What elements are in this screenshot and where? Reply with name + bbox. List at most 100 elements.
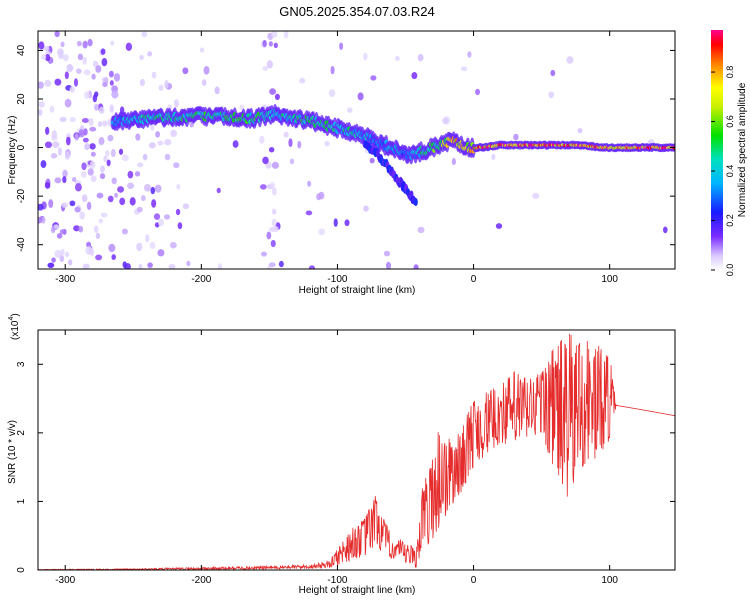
snr-y-tick-label: 3 (16, 361, 27, 367)
spectrogram-noise-cell (150, 124, 155, 131)
spectrogram-noise-cell (42, 46, 50, 52)
snr-x-tick-label: -200 (191, 575, 211, 586)
spectrogram-noise-cell (40, 160, 47, 169)
spectrogram-noise-cell (101, 120, 108, 127)
spectrogram-noise-cell (214, 86, 220, 95)
spectrogram-noise-cell (59, 116, 67, 123)
spectrogram-noise-cell (186, 260, 191, 267)
spectrogram-noise-cell (271, 31, 278, 38)
spectrogram-noise-cell (54, 31, 60, 38)
spectrogram-noise-cell (136, 242, 143, 252)
spectrogram-noise-cell (84, 143, 90, 151)
spectrogram-noise-cell (158, 218, 164, 227)
spectrogram-noise-cell (577, 128, 583, 134)
spectrogram-noise-cell (451, 157, 456, 166)
spectrogram-noise-cell (324, 141, 330, 147)
spectrogram-noise-cell (74, 133, 79, 141)
spectrogram-noise-cell (272, 225, 279, 233)
colorbar-ticks: 0.0 0.2 0.4 0.6 0.8 (711, 66, 735, 276)
spectrogram-noise-cell (460, 66, 468, 72)
spectrogram-noise-cell (141, 31, 148, 38)
spectrogram-noise-cell (91, 73, 96, 80)
spectrogram-noise-cell (318, 228, 326, 236)
spectrogram-noise-cell (289, 158, 295, 165)
spectrogram-noise-cell (411, 72, 418, 80)
spectrogram-noise-cell (201, 79, 207, 87)
spectrogram-noise-cell (47, 262, 55, 268)
spectrogram-noise-cell (109, 104, 114, 113)
svg-text:(x104): (x104) (8, 313, 21, 340)
spectrogram-x-tick-label: -300 (55, 274, 75, 285)
snr-y-axis-label: SNR (10 * v/v) (7, 420, 18, 484)
spectrogram-noise-cell (151, 199, 157, 208)
spectrogram-noise-cell (87, 168, 94, 176)
spectrogram-noise-cell (49, 105, 55, 113)
spectrogram-noise-cell (175, 208, 181, 216)
spectrogram-noise-cell (139, 78, 145, 87)
spectrogram-noise-cell (77, 53, 84, 61)
spectrogram-noise-cell (127, 170, 134, 179)
spectrogram-noise-cell (164, 79, 169, 89)
spectrogram-noise-cell (83, 128, 88, 136)
spectrogram-noise-cell (357, 92, 364, 101)
spectrogram-noise-cell (57, 48, 64, 56)
spectrogram-noise-cell (168, 263, 176, 269)
spectrogram-noise-cell (239, 104, 245, 110)
spectrogram-noise-cell (170, 129, 177, 138)
spectrogram-noise-cell (88, 117, 94, 126)
spectrogram-noise-cell (154, 184, 162, 193)
spectrogram-noise-cell (271, 161, 279, 169)
spectrogram-x-tick-label: 100 (601, 274, 618, 285)
spectrogram-noise-cell (66, 63, 74, 73)
spectrogram-noise-cell (64, 151, 70, 160)
spectrogram-noise-cell (149, 241, 156, 249)
spectrogram-noise-cell (142, 153, 148, 161)
spectrogram-noise-cell (121, 228, 128, 235)
spectrogram-noise-cell (495, 223, 503, 229)
spectrogram-noise-cell (385, 261, 392, 269)
spectrogram-noise-cell (61, 202, 69, 208)
spectrogram-noise-cell (110, 40, 115, 46)
spectrogram-noise-cell (106, 159, 111, 167)
spectrogram-noise-cell (98, 137, 105, 146)
spectrogram-noise-cell (413, 264, 419, 269)
spectrogram-noise-cell (548, 91, 555, 99)
spectrogram-noise-cell (74, 206, 81, 213)
spectrogram-noise-cell (71, 177, 77, 183)
spectrogram-noise-cell (64, 251, 70, 258)
spectrogram-noise-cell (316, 193, 322, 201)
spectrogram-noise-cell (145, 234, 150, 243)
spectrogram-noise-cell (38, 41, 45, 50)
spectrogram-noise-cell (136, 206, 143, 213)
spectrogram-noise-cell (56, 232, 63, 239)
spectrogram-noise-cell (78, 129, 84, 136)
spectrogram-noise-cell (305, 210, 313, 216)
spectrogram-noise-cell (50, 153, 58, 159)
spectrogram-noise-cell (118, 148, 124, 155)
spectrogram-noise-cell (111, 177, 117, 185)
spectrogram-noise-cell (96, 192, 104, 199)
spectrogram-noise-cell (662, 226, 668, 234)
spectrogram-noise-cell (54, 177, 62, 184)
spectrogram-noise-cell (113, 73, 121, 82)
spectrogram-noise-cell (216, 187, 221, 194)
spectrogram-noise-cell (54, 78, 62, 86)
spectrogram-noise-cell (147, 51, 153, 57)
spectrogram-noise-cell (134, 171, 141, 177)
spectrogram-noise-cell (89, 126, 97, 132)
snr-x-tick-label: -100 (327, 575, 347, 586)
spectrogram-noise-cell (269, 88, 277, 95)
spectrogram-noise-cell (164, 153, 171, 161)
spectrogram-noise-cell (95, 65, 102, 73)
spectrogram-y-tick-label: 0 (16, 144, 27, 150)
spectrogram-noise-cell (124, 262, 131, 269)
spectrogram-noise-cell (550, 69, 556, 77)
spectrogram-noise-cell (260, 251, 268, 257)
spectrogram-noise-cell (82, 263, 90, 269)
spectrogram-noise-cell (84, 91, 90, 100)
snr-scale-base: (x10 (10, 320, 21, 340)
spectrogram-x-tick-label: -100 (327, 274, 347, 285)
spectrogram-noise-cell (174, 99, 179, 108)
spectrogram-noise-cell (177, 222, 183, 230)
spectrogram-noise-cell (119, 197, 126, 206)
